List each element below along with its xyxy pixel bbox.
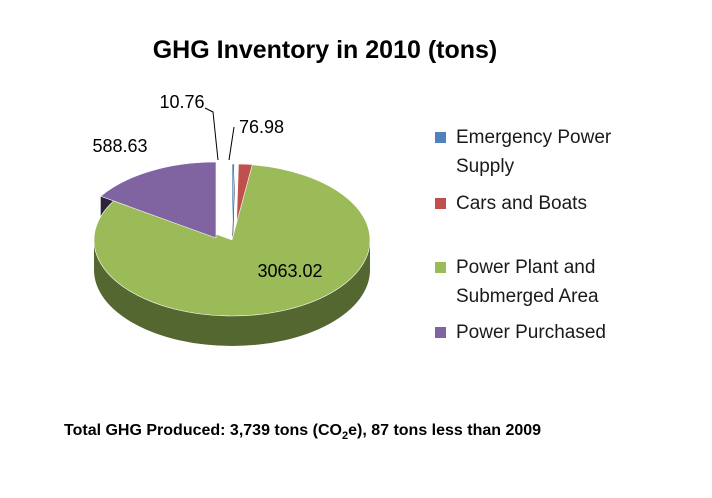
pie-slice-side-power-plant-and-submerged-area	[94, 240, 370, 346]
footnote: Total GHG Produced: 3,739 tons (CO2e), 8…	[64, 422, 541, 442]
footnote-subscript: 2	[341, 430, 349, 443]
leader-line-cars-and-boats	[228, 126, 235, 161]
legend-swatch-power-purchased	[435, 327, 446, 338]
legend-swatch-power-plant-and-submerged-area	[435, 262, 446, 273]
pie-slice-power-purchased	[100, 161, 217, 239]
legend-label-power-plant-and-submerged-area: Power Plant and Submerged Area	[456, 257, 599, 307]
footnote-suffix: e), 87 tons less than 2009	[348, 422, 542, 439]
legend-swatch-cars-and-boats	[435, 198, 446, 209]
legend-swatch-emergency-power-supply	[435, 132, 446, 143]
data-label-power-purchased: 588.63	[92, 136, 147, 156]
leader-line-emergency-power-supply	[204, 107, 219, 161]
pie-slice-power-plant-and-submerged-area	[93, 164, 371, 317]
data-label-power-plant-and-submerged-area: 3063.02	[257, 261, 322, 281]
legend-label-cars-and-boats: Cars and Boats	[456, 193, 587, 214]
legend-label-emergency-power-supply: Emergency Power Supply	[456, 127, 612, 177]
footnote-prefix: Total GHG Produced: 3,739 tons (CO	[64, 422, 342, 439]
legend-label-power-purchased: Power Purchased	[456, 322, 606, 343]
data-label-emergency-power-supply: 10.76	[159, 92, 204, 112]
chart-title: GHG Inventory in 2010 (tons)	[153, 36, 498, 64]
pie-slice-emergency-power-supply	[231, 163, 235, 241]
data-label-cars-and-boats: 76.98	[239, 117, 284, 137]
